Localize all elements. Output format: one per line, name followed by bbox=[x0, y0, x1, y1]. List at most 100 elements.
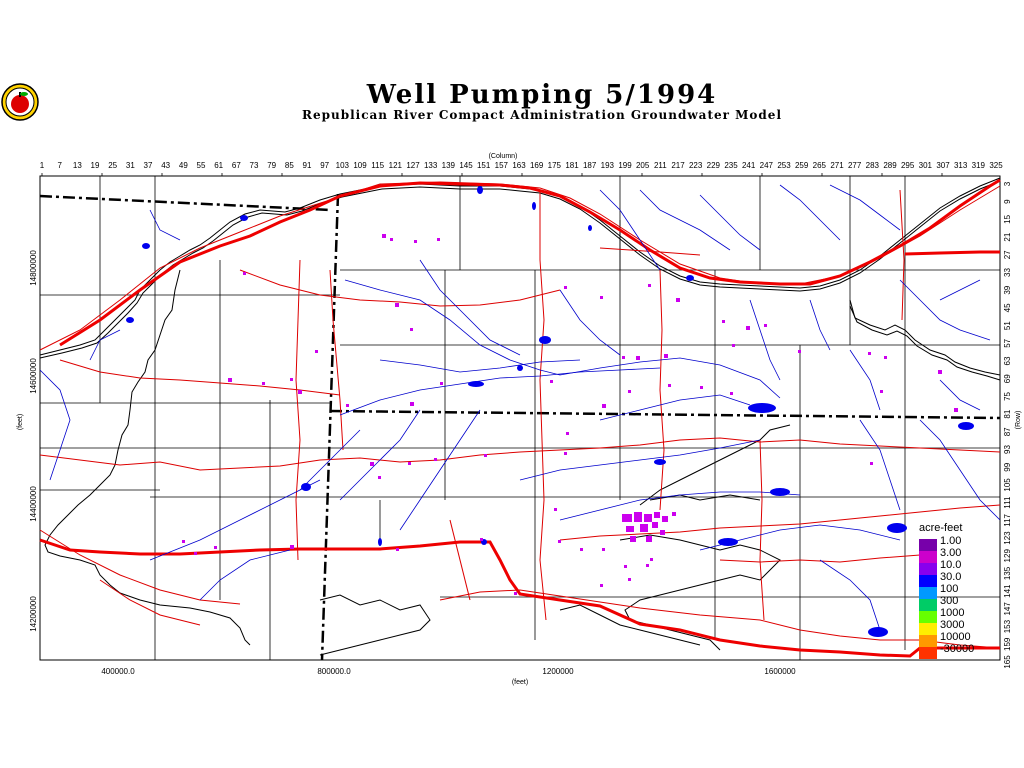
legend-label: 100 bbox=[940, 583, 958, 595]
county-grid bbox=[40, 176, 1000, 660]
x-tick-label: 400000.0 bbox=[101, 667, 135, 676]
row-label: 51 bbox=[1003, 321, 1012, 330]
row-label: 27 bbox=[1003, 250, 1012, 259]
column-label: 217 bbox=[671, 161, 685, 170]
column-label: 31 bbox=[126, 161, 135, 170]
column-label: 241 bbox=[742, 161, 756, 170]
roads bbox=[39, 181, 1001, 649]
map-title: Well Pumping 5/1994 bbox=[366, 80, 718, 110]
column-label: 7 bbox=[57, 161, 62, 170]
column-label: 73 bbox=[250, 161, 259, 170]
column-label: 211 bbox=[654, 161, 667, 170]
legend-label: 10000 bbox=[940, 631, 971, 643]
column-label: 295 bbox=[901, 161, 915, 170]
row-label: 93 bbox=[1003, 445, 1012, 454]
column-label: 223 bbox=[689, 161, 703, 170]
row-label: 141 bbox=[1003, 584, 1012, 598]
column-label: 85 bbox=[285, 161, 294, 170]
legend-swatch bbox=[919, 539, 937, 551]
model-boundary bbox=[39, 177, 1001, 656]
row-label: 69 bbox=[1003, 374, 1012, 383]
column-label: 91 bbox=[303, 161, 312, 170]
column-label: 49 bbox=[179, 161, 188, 170]
legend-label: 30.0 bbox=[940, 571, 961, 583]
column-label: 247 bbox=[760, 161, 774, 170]
column-label: 301 bbox=[919, 161, 933, 170]
column-label: 265 bbox=[813, 161, 827, 170]
row-label: 45 bbox=[1003, 303, 1012, 312]
column-label: 205 bbox=[636, 161, 650, 170]
state-boundary bbox=[39, 193, 1001, 661]
legend-label: 300 bbox=[940, 595, 958, 607]
y-tick-label: 14400000 bbox=[29, 486, 38, 522]
y-tick-label: 14200000 bbox=[29, 596, 38, 632]
legend-swatch bbox=[919, 551, 937, 563]
legend-swatches: 1.003.0010.030.01003001000300010000-3000… bbox=[919, 535, 974, 659]
legend-label: 3.00 bbox=[940, 547, 961, 559]
row-label: 15 bbox=[1003, 214, 1012, 223]
row-label: 99 bbox=[1003, 462, 1012, 471]
column-label: 229 bbox=[707, 161, 721, 170]
column-labels: 1 7 13 19 25 31 37 43 49 55 61 67 73 79 85 91 97 103 109 11… bbox=[40, 161, 1003, 170]
column-label: 109 bbox=[353, 161, 367, 170]
column-label: 127 bbox=[406, 161, 420, 170]
x-tick-label: 1600000 bbox=[764, 667, 796, 676]
legend-label: 3000 bbox=[940, 619, 964, 631]
legend-swatch bbox=[919, 563, 937, 575]
row-label: 87 bbox=[1003, 427, 1012, 436]
legend-swatch bbox=[919, 587, 937, 599]
row-label: 75 bbox=[1003, 391, 1012, 400]
column-label: 103 bbox=[336, 161, 350, 170]
column-ticks bbox=[41, 173, 943, 176]
row-label: 21 bbox=[1003, 232, 1012, 241]
left-axis-label: (feet) bbox=[17, 414, 24, 430]
row-label: 3 bbox=[1003, 181, 1012, 186]
column-label: 79 bbox=[267, 161, 276, 170]
column-label: 283 bbox=[866, 161, 880, 170]
column-label: 1 bbox=[40, 161, 45, 170]
row-label: 159 bbox=[1003, 637, 1012, 651]
row-labels: 3915212733394551576369758187939910511111… bbox=[1003, 181, 1012, 668]
x-tick-label: 800000.0 bbox=[317, 667, 351, 676]
legend: acre-feet 1.003.0010.030.010030010003000… bbox=[919, 522, 974, 659]
column-label: 277 bbox=[848, 161, 862, 170]
pumping-cells bbox=[182, 234, 958, 595]
column-label: 187 bbox=[583, 161, 597, 170]
rivers bbox=[39, 184, 1001, 631]
row-label: 63 bbox=[1003, 356, 1012, 365]
legend-label: 1.00 bbox=[940, 535, 961, 547]
column-label: 193 bbox=[601, 161, 615, 170]
bottom-axis-label: (feet) bbox=[512, 679, 528, 686]
row-label: 129 bbox=[1003, 549, 1012, 563]
column-label: 307 bbox=[936, 161, 950, 170]
row-label: 9 bbox=[1003, 199, 1012, 204]
map-subtitle: Republican River Compact Administration … bbox=[301, 108, 782, 122]
legend-swatch bbox=[919, 575, 937, 587]
column-label: 199 bbox=[618, 161, 632, 170]
row-label: 165 bbox=[1003, 655, 1012, 669]
logo-icon bbox=[1, 83, 39, 121]
column-label: 151 bbox=[477, 161, 491, 170]
column-label: 157 bbox=[495, 161, 509, 170]
row-label: 117 bbox=[1003, 513, 1012, 526]
row-label: 33 bbox=[1003, 268, 1012, 277]
column-label: 181 bbox=[565, 161, 579, 170]
column-label: 319 bbox=[972, 161, 986, 170]
legend-swatch bbox=[919, 611, 937, 623]
column-label: 25 bbox=[108, 161, 117, 170]
row-label: 111 bbox=[1003, 496, 1012, 509]
column-label: 163 bbox=[512, 161, 526, 170]
reservoirs bbox=[126, 186, 974, 637]
column-label: 121 bbox=[389, 161, 403, 170]
column-label: 289 bbox=[883, 161, 897, 170]
column-label: 37 bbox=[144, 161, 153, 170]
legend-swatch bbox=[919, 599, 937, 611]
column-label: 139 bbox=[442, 161, 456, 170]
map-frame bbox=[39, 175, 1001, 661]
column-label: 19 bbox=[91, 161, 100, 170]
row-axis-label: (Row) bbox=[1015, 411, 1022, 430]
column-label: 61 bbox=[214, 161, 223, 170]
column-label: 55 bbox=[197, 161, 206, 170]
column-label: 67 bbox=[232, 161, 241, 170]
